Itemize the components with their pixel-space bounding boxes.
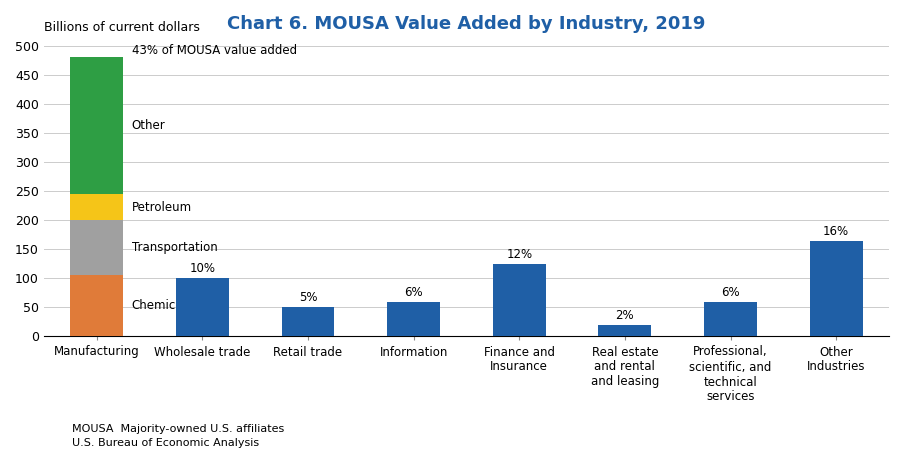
Text: Petroleum: Petroleum xyxy=(132,201,191,214)
Bar xyxy=(70,194,123,220)
Bar xyxy=(703,302,756,337)
Text: 5%: 5% xyxy=(298,292,317,305)
Text: Transportation: Transportation xyxy=(132,241,217,254)
Text: 10%: 10% xyxy=(189,262,215,275)
Bar xyxy=(176,278,228,337)
Text: Billions of current dollars: Billions of current dollars xyxy=(44,21,200,34)
Text: Other: Other xyxy=(132,119,165,132)
Text: 6%: 6% xyxy=(404,286,423,299)
Text: MOUSA  Majority-owned U.S. affiliates: MOUSA Majority-owned U.S. affiliates xyxy=(72,424,284,434)
Text: 2%: 2% xyxy=(615,309,634,322)
Text: 43% of MOUSA value added: 43% of MOUSA value added xyxy=(132,44,296,57)
Bar xyxy=(598,325,650,337)
Bar xyxy=(386,302,440,337)
Bar xyxy=(492,264,545,337)
Bar xyxy=(809,240,861,337)
Text: 16%: 16% xyxy=(823,225,848,238)
Text: 12%: 12% xyxy=(506,248,532,261)
Bar xyxy=(70,220,123,275)
Title: Chart 6. MOUSA Value Added by Industry, 2019: Chart 6. MOUSA Value Added by Industry, … xyxy=(227,15,705,33)
Text: 6%: 6% xyxy=(721,286,739,299)
Text: Chemicals: Chemicals xyxy=(132,299,192,312)
Bar xyxy=(70,275,123,337)
Bar xyxy=(281,307,334,337)
Text: U.S. Bureau of Economic Analysis: U.S. Bureau of Economic Analysis xyxy=(72,437,259,447)
Bar xyxy=(70,57,123,194)
